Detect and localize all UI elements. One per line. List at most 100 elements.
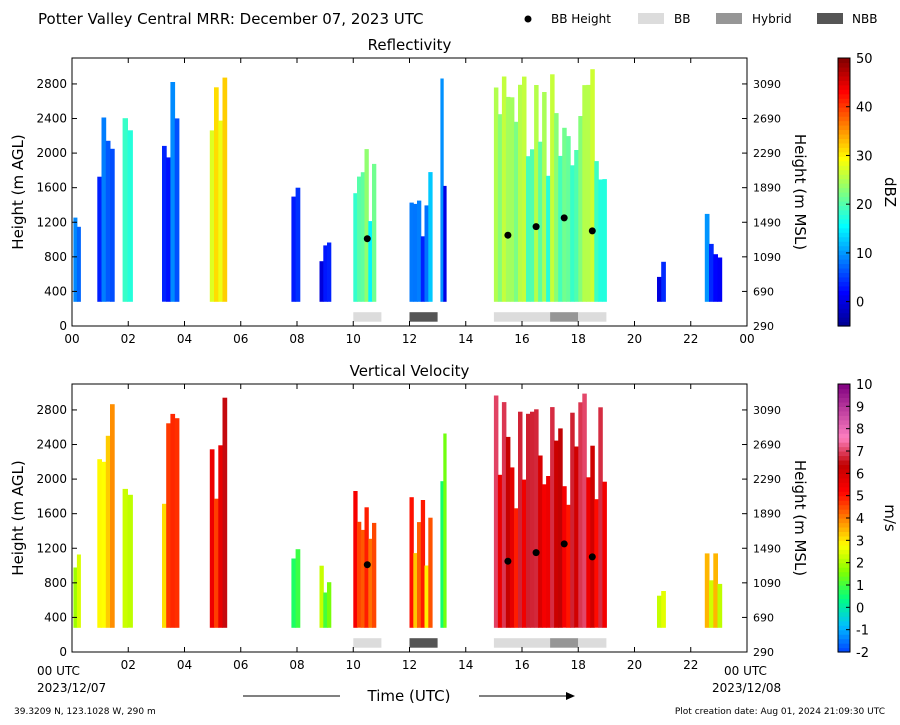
echo-column xyxy=(162,503,167,628)
colorbar-segment xyxy=(838,250,850,256)
echo-column xyxy=(518,84,523,302)
echo-column xyxy=(413,203,418,302)
y-tick-label: 2000 xyxy=(36,472,67,486)
echo-column xyxy=(353,193,358,302)
x-tick-label: 10 xyxy=(346,658,361,672)
y-tick-right-label: 1090 xyxy=(753,577,781,590)
bb-height-point xyxy=(532,223,540,231)
echo-column xyxy=(295,549,301,628)
y-tick-right-label: 2290 xyxy=(753,473,781,486)
colorbar-segment xyxy=(838,437,850,443)
x-tick-label: 22 xyxy=(683,658,698,672)
x-tick-label: 08 xyxy=(289,332,304,346)
x-tick-label: 16 xyxy=(514,658,529,672)
colorbar-segment xyxy=(838,187,850,193)
echo-column xyxy=(122,118,128,302)
colorbar-segment xyxy=(838,535,850,541)
colorbar-segment xyxy=(838,317,850,323)
colorbar-segment xyxy=(838,245,850,251)
echo-column xyxy=(501,76,507,302)
colorbar-segment xyxy=(838,312,850,318)
y-tick-label: 0 xyxy=(59,645,67,659)
y-tick-label: 1200 xyxy=(36,541,67,555)
colorbar-segment xyxy=(838,294,850,300)
bb-period-bar xyxy=(550,312,579,322)
echo-column xyxy=(493,395,499,628)
colorbar-segment xyxy=(838,232,850,238)
x-tick-label: 04 xyxy=(177,658,192,672)
legend-bb-swatch xyxy=(638,13,664,24)
echo-column xyxy=(546,476,551,628)
colorbar-segment xyxy=(838,446,850,452)
colorbar-segment xyxy=(838,89,850,95)
colorbar-segment xyxy=(838,129,850,135)
colorbar-segment xyxy=(838,196,850,202)
y-tick-right-label: 1890 xyxy=(753,508,781,521)
echo-column xyxy=(127,494,133,628)
bb-height-point xyxy=(588,227,596,235)
echo-column xyxy=(526,413,531,628)
echo-column xyxy=(110,148,115,302)
echo-column xyxy=(578,116,583,302)
bb-height-point xyxy=(363,235,371,243)
echo-column xyxy=(497,114,503,302)
colorbar-segment xyxy=(838,482,850,488)
x-tick-label: 20 xyxy=(627,658,642,672)
y-tick-label: 400 xyxy=(44,610,67,624)
echo-column xyxy=(413,553,418,628)
echo-column xyxy=(73,217,78,302)
colorbar-segment xyxy=(838,303,850,309)
colorbar-segment xyxy=(838,629,850,635)
reflectivity-panel: 00 02 04 06 08 10 12 14 16 18 20 22 0004008001200160… xyxy=(9,36,899,346)
echo-column xyxy=(493,87,499,302)
echo-column xyxy=(417,522,422,628)
colorbar-tick-label: 3 xyxy=(856,534,864,549)
y-tick-right-label: 1090 xyxy=(753,251,781,264)
echo-column xyxy=(166,423,171,628)
y-tick-label: 2800 xyxy=(36,77,67,91)
panel-title: Vertical Velocity xyxy=(350,362,470,380)
colorbar-segment xyxy=(838,133,850,139)
echo-column xyxy=(534,85,539,302)
colorbar-segment xyxy=(838,473,850,479)
figure-title: Potter Valley Central MRR: December 07, … xyxy=(38,10,424,28)
colorbar-segment xyxy=(838,459,850,465)
legend-bb-label: BB xyxy=(674,12,690,26)
bb-period-bar xyxy=(353,638,382,648)
colorbar-segment xyxy=(838,174,850,180)
colorbar-tick-label: 5 xyxy=(856,490,864,505)
colorbar-tick-label: 6 xyxy=(856,467,864,482)
legend-nbb-label: NBB xyxy=(852,12,877,26)
time-axis-arrowhead xyxy=(566,692,575,700)
colorbar-tick-label: 0 xyxy=(856,296,864,311)
y-tick-right-label: 690 xyxy=(753,611,774,624)
colorbar-segment xyxy=(838,620,850,626)
echo-column xyxy=(222,77,228,302)
y-tick-label: 1600 xyxy=(36,507,67,521)
echo-column xyxy=(586,84,591,302)
colorbar-segment xyxy=(838,576,850,582)
colorbar-tick-label: 2 xyxy=(856,557,864,572)
colorbar-segment xyxy=(838,509,850,515)
colorbar-segment xyxy=(838,415,850,421)
colorbar-segment xyxy=(838,285,850,291)
colorbar-segment xyxy=(838,156,850,162)
y-tick-label: 1200 xyxy=(36,215,67,229)
colorbar-segment xyxy=(838,544,850,550)
echo-column xyxy=(101,117,107,302)
y-tick-label: 400 xyxy=(44,284,67,298)
echo-column xyxy=(174,418,180,628)
colorbar-tick-label: 30 xyxy=(856,149,873,164)
colorbar-tick-label: 50 xyxy=(856,52,873,67)
x-tick-label: 14 xyxy=(458,658,473,672)
colorbar-tick-label: 9 xyxy=(856,400,864,415)
colorbar-segment xyxy=(838,192,850,198)
y-axis-label-right: Height (m MSL) xyxy=(791,134,809,250)
y-tick-right-label: 3090 xyxy=(753,404,781,417)
colorbar-segment xyxy=(838,526,850,532)
x-tick-label: 06 xyxy=(233,658,248,672)
colorbar-segment xyxy=(838,263,850,269)
echo-column xyxy=(218,445,223,628)
colorbar-segment xyxy=(838,428,850,434)
echo-column xyxy=(319,565,324,628)
